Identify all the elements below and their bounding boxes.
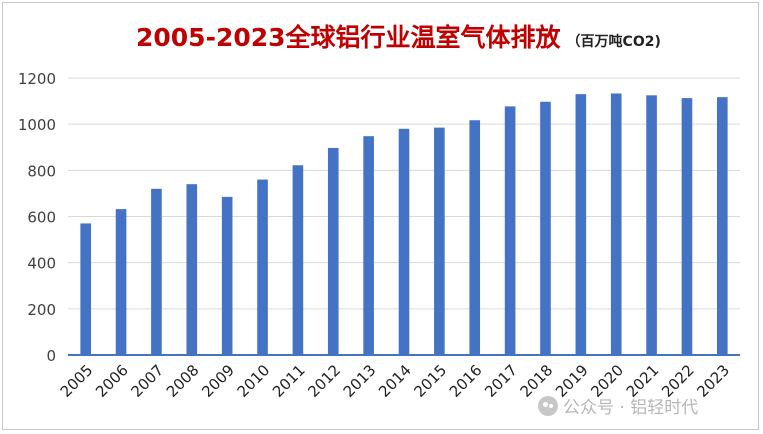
bar-2022 xyxy=(681,98,693,356)
bar-2020 xyxy=(610,93,622,356)
bar-2007 xyxy=(151,188,162,355)
y-tick-label: 1000 xyxy=(18,116,56,134)
y-tick-label: 0 xyxy=(46,347,56,365)
bar-2009 xyxy=(221,196,233,355)
x-tick-label: 2010 xyxy=(234,361,274,401)
bar-2015 xyxy=(434,127,445,355)
bar-2016 xyxy=(469,120,481,356)
x-tick-label: 2017 xyxy=(481,361,521,401)
chart-title: 2005-2023全球铝行业温室气体排放 （百万吨CO2) xyxy=(136,18,661,54)
x-tick-label: 2012 xyxy=(304,361,344,401)
x-tick-label: 2014 xyxy=(375,361,415,401)
bar-2010 xyxy=(257,179,268,355)
chart-title-unit: （百万吨CO2) xyxy=(566,34,661,50)
x-tick-label: 2023 xyxy=(693,361,733,401)
bar-2011 xyxy=(292,165,304,355)
bar-2019 xyxy=(575,94,587,356)
y-tick-label: 1200 xyxy=(18,70,56,88)
bar-2006 xyxy=(115,209,127,355)
bar-2017 xyxy=(504,106,516,355)
bar-2021 xyxy=(646,95,657,355)
bar-2023 xyxy=(717,97,728,355)
chart-title-main: 2005-2023全球铝行业温室气体排放 xyxy=(136,23,561,52)
y-tick-label: 400 xyxy=(27,255,56,273)
bar-2008 xyxy=(186,184,198,355)
bar-2012 xyxy=(327,147,339,355)
y-tick-label: 800 xyxy=(27,162,56,180)
y-tick-label: 600 xyxy=(27,209,56,227)
x-tick-label: 2006 xyxy=(92,361,132,401)
x-tick-label: 2013 xyxy=(340,361,380,401)
x-tick-label: 2008 xyxy=(163,361,203,401)
watermark-text: 公众号 · 铝轻时代 xyxy=(563,398,699,418)
bar-2014 xyxy=(398,128,410,355)
y-tick-label: 200 xyxy=(27,301,56,319)
x-tick-label: 2011 xyxy=(269,361,309,401)
bar-2018 xyxy=(540,101,551,355)
watermark: 公众号 · 铝轻时代 xyxy=(538,393,698,418)
bar-2013 xyxy=(363,136,374,355)
x-tick-label: 2009 xyxy=(198,361,238,401)
x-tick-label: 2015 xyxy=(410,361,450,401)
x-tick-label: 2007 xyxy=(128,361,168,401)
bar-2005 xyxy=(80,223,91,355)
x-tick-label: 2016 xyxy=(446,361,486,401)
wechat-icon xyxy=(538,395,558,416)
x-tick-label: 2005 xyxy=(57,361,97,401)
